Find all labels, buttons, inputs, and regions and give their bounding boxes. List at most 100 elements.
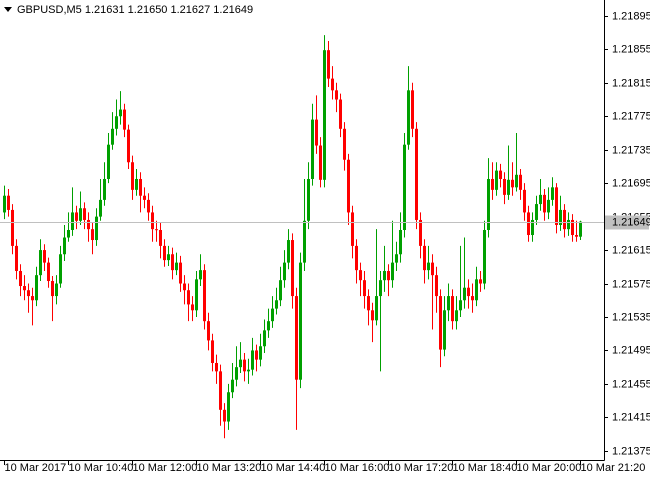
candle-body <box>507 179 510 195</box>
candle-body <box>527 212 530 236</box>
x-tick-label: 10 Mar 17:20 <box>389 462 454 474</box>
candle-body <box>215 362 218 372</box>
candle-body <box>475 279 478 301</box>
candle-body <box>55 283 58 297</box>
candle-body <box>447 296 450 311</box>
y-tick-label: 1.21735 <box>612 144 650 156</box>
x-tick-label: 10 Mar 13:20 <box>197 462 262 474</box>
candle-body <box>51 281 54 297</box>
candle-body <box>15 245 18 271</box>
y-tick-label: 1.21615 <box>612 244 650 256</box>
candle-body <box>251 350 254 370</box>
candle-body <box>267 321 270 331</box>
candle-body <box>75 212 78 221</box>
candle-body <box>311 119 314 179</box>
candle-body <box>459 300 462 311</box>
candle-body <box>103 178 106 200</box>
candle-body <box>283 262 286 281</box>
candle-body <box>271 308 274 322</box>
candle-body <box>371 310 374 321</box>
candle-body <box>315 119 318 146</box>
candle-body <box>95 216 98 241</box>
candle-body <box>307 178 310 221</box>
candle-body <box>167 254 170 261</box>
candle-body <box>7 195 10 210</box>
y-tick-label: 1.21375 <box>612 445 650 457</box>
candle-body <box>383 270 386 281</box>
candle-body <box>31 296 34 301</box>
candle-body <box>111 128 114 145</box>
candle-body <box>131 162 134 190</box>
candle-body <box>287 240 290 263</box>
candle-body <box>515 174 518 188</box>
candle-body <box>419 219 422 246</box>
candle-body <box>163 245 166 261</box>
candle-body <box>275 300 278 309</box>
candle-body <box>179 262 182 284</box>
candle-body <box>223 409 226 422</box>
candle-body <box>119 109 122 117</box>
candle-body <box>39 250 42 276</box>
candle-body <box>203 270 206 322</box>
candle-body <box>427 262 430 271</box>
candle-body <box>151 212 154 230</box>
candle-body <box>323 50 326 180</box>
candle-body <box>535 204 538 220</box>
candle-body <box>199 270 202 280</box>
candle-body <box>495 170 498 190</box>
candle-body <box>71 212 74 230</box>
x-tick-label: 10 Mar 10:40 <box>69 462 134 474</box>
y-tick-label: 1.21855 <box>612 43 650 55</box>
candle-body <box>571 219 574 236</box>
candle-body <box>439 296 442 350</box>
candle-body <box>183 283 186 291</box>
candle-body <box>483 230 486 284</box>
x-tick-label: 10 Mar 20:00 <box>517 462 582 474</box>
candle-body <box>487 178 490 230</box>
candle-body <box>239 359 242 368</box>
candle-body <box>191 304 194 311</box>
candle-body <box>231 379 234 393</box>
candle-body <box>367 296 370 311</box>
candle-body <box>155 229 158 231</box>
candle-body <box>415 128 418 220</box>
candle-body <box>567 219 570 230</box>
candle-body <box>227 392 230 422</box>
x-tick-label: 10 Mar 18:40 <box>453 462 518 474</box>
candle-body <box>411 90 414 129</box>
candle-body <box>127 129 130 163</box>
candle-body <box>135 178 138 190</box>
menu-triangle[interactable] <box>4 7 12 12</box>
price-label-box <box>605 215 649 230</box>
candle-body <box>63 237 66 255</box>
candle-body <box>499 170 502 179</box>
candle-body <box>207 321 210 341</box>
candle-body <box>123 109 126 130</box>
candle-body <box>395 254 398 263</box>
candle-body <box>363 280 366 297</box>
candle-body <box>295 296 298 380</box>
candle-body <box>259 346 262 360</box>
candle-body <box>23 286 26 291</box>
y-tick-label: 1.21895 <box>612 10 650 22</box>
candle-body <box>531 219 534 236</box>
candle-body <box>347 159 350 213</box>
x-tick-label: 10 Mar 14:40 <box>261 462 326 474</box>
candle-body <box>143 195 146 200</box>
candle-body <box>471 296 474 301</box>
y-tick-label: 1.21695 <box>612 177 650 189</box>
candle-body <box>555 187 558 225</box>
candle-body <box>575 235 578 237</box>
candle-body <box>543 194 546 213</box>
x-tick-label: 10 Mar 2017 <box>5 462 67 474</box>
candle-body <box>403 144 406 230</box>
candle-body <box>579 221 582 237</box>
candle-body <box>491 178 494 190</box>
candle-body <box>27 290 30 297</box>
candle-body <box>339 99 342 129</box>
y-tick-label: 1.21455 <box>612 378 650 390</box>
candle-body <box>235 367 238 380</box>
candle-body <box>47 262 50 282</box>
